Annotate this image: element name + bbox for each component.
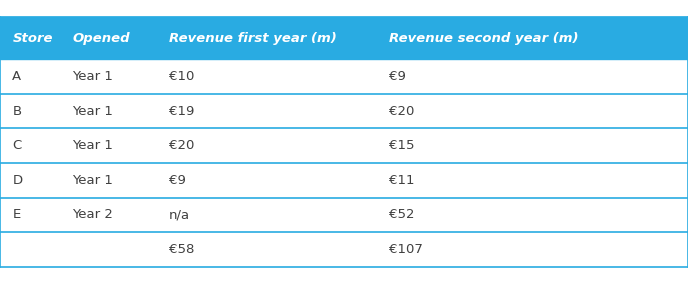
Text: Year 1: Year 1 (72, 139, 113, 152)
Text: Revenue first year (m): Revenue first year (m) (169, 32, 336, 45)
Text: Store: Store (12, 32, 53, 45)
Text: Year 1: Year 1 (72, 105, 113, 118)
Bar (0, 232, 688, 267)
Text: €9: €9 (169, 174, 186, 187)
Text: Revenue second year (m): Revenue second year (m) (389, 32, 578, 45)
Text: €10: €10 (169, 70, 194, 83)
Text: €11: €11 (389, 174, 414, 187)
Text: C: C (12, 139, 21, 152)
Text: €107: €107 (389, 243, 422, 256)
Bar (0, 17, 688, 59)
Bar (0, 94, 688, 128)
Text: Year 2: Year 2 (72, 208, 113, 222)
Text: €58: €58 (169, 243, 194, 256)
Text: B: B (12, 105, 21, 118)
Text: €19: €19 (169, 105, 194, 118)
Text: D: D (12, 174, 23, 187)
Text: E: E (12, 208, 21, 222)
Text: €9: €9 (389, 70, 406, 83)
Bar (0, 128, 688, 163)
Text: Opened: Opened (72, 32, 130, 45)
Text: n/a: n/a (169, 208, 190, 222)
Text: €52: €52 (389, 208, 414, 222)
Bar (0, 59, 688, 94)
Text: Year 1: Year 1 (72, 174, 113, 187)
Text: €15: €15 (389, 139, 414, 152)
Text: A: A (12, 70, 21, 83)
Text: €20: €20 (389, 105, 414, 118)
Bar (0, 198, 688, 232)
Bar (0, 163, 688, 198)
Text: Year 1: Year 1 (72, 70, 113, 83)
Text: €20: €20 (169, 139, 194, 152)
